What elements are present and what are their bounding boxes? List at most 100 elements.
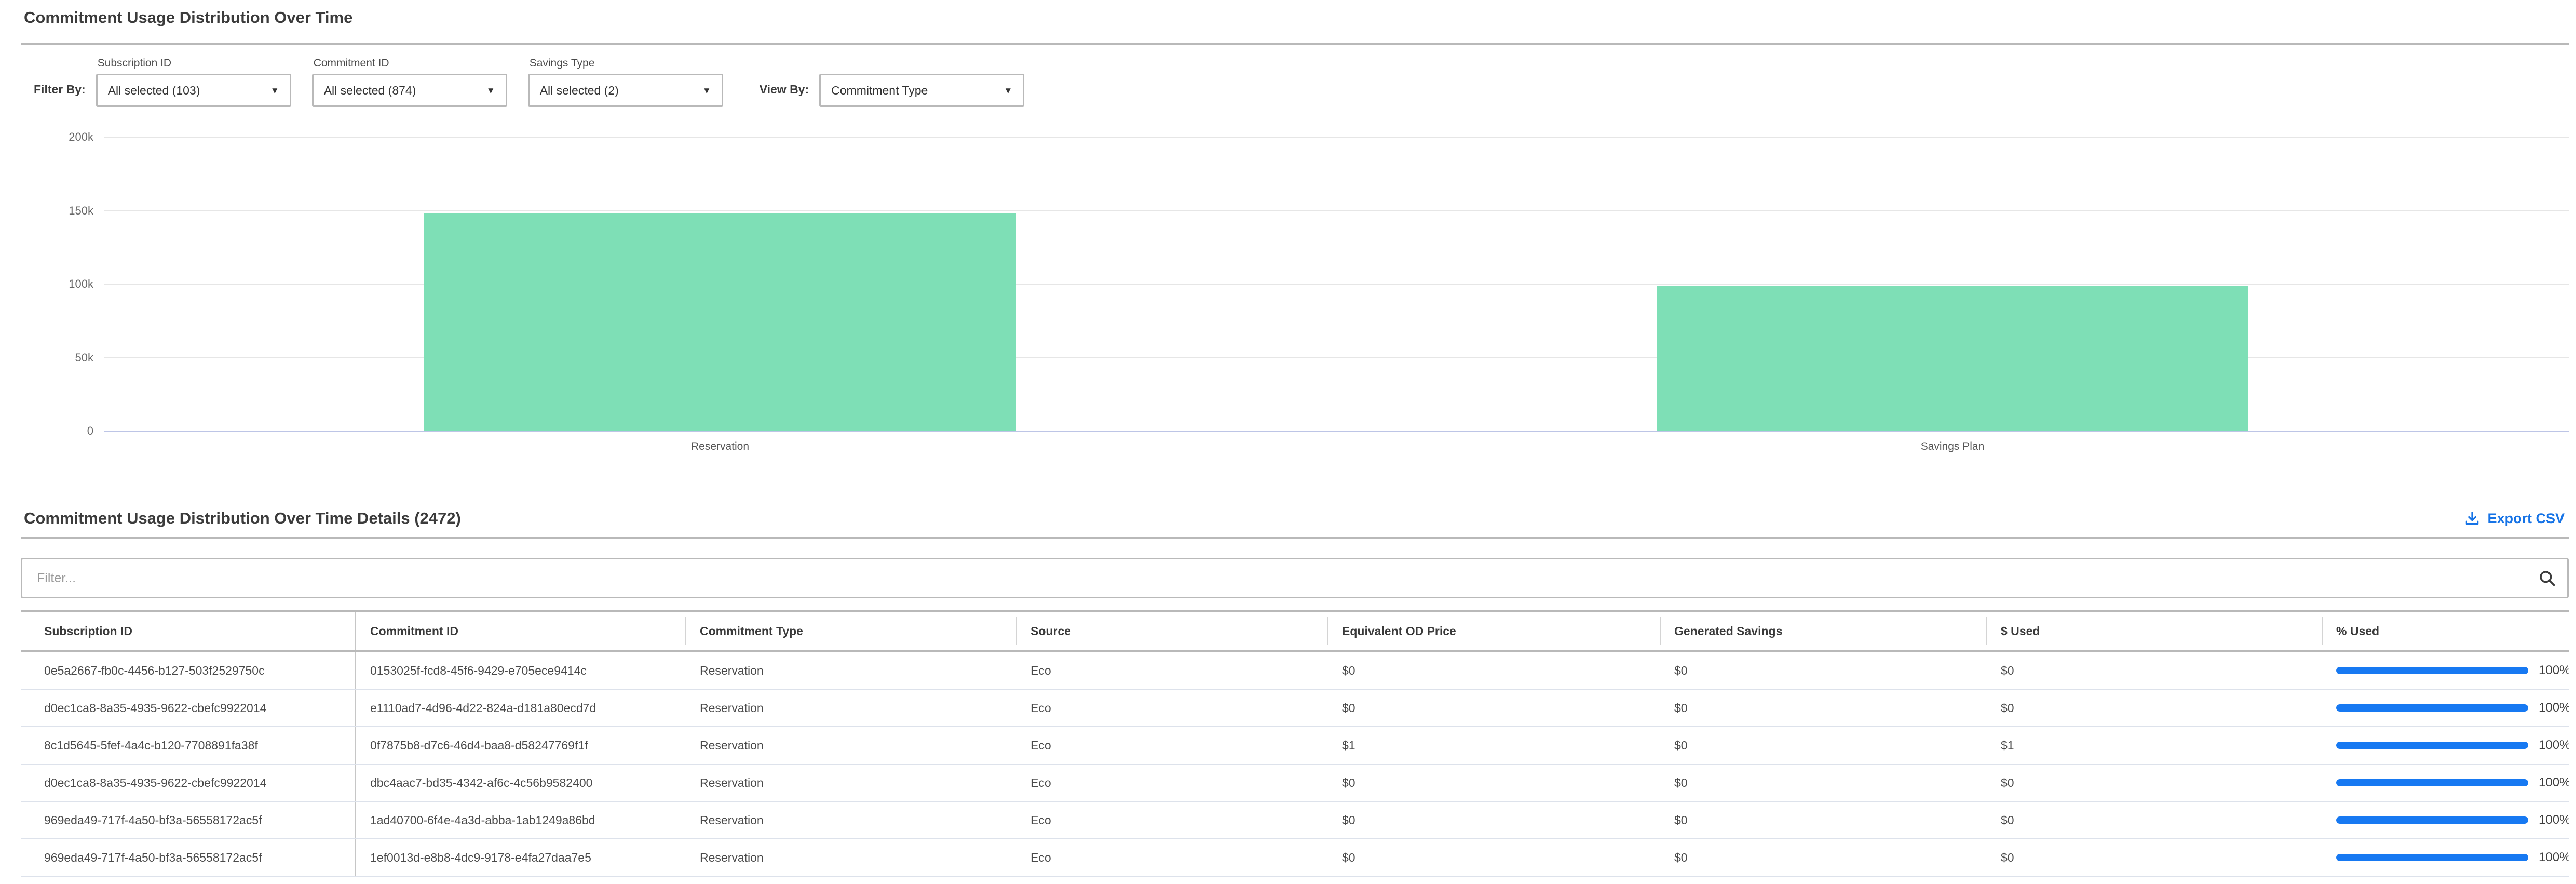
usage-progress-bar <box>2336 742 2528 749</box>
cell-percent-used: 100% <box>2322 690 2569 726</box>
cell-percent-used: 100% <box>2322 727 2569 764</box>
cell-equivalent-od-price: $0 <box>1342 701 1355 715</box>
section-divider <box>21 43 2569 45</box>
dashboard-page: Commitment Usage Distribution Over Time … <box>0 8 2576 877</box>
bar-savings-plan[interactable] <box>1657 286 2248 431</box>
filter-toolbar: Filter By: Subscription ID All selected … <box>21 57 2569 107</box>
column-header-source[interactable]: Source <box>1016 612 1327 650</box>
usage-progress-bar <box>2336 779 2528 786</box>
usage-percent-label: 100% <box>2539 738 2569 752</box>
details-table: Subscription ID Commitment ID Commitment T… <box>21 610 2569 877</box>
view-by-label: View By: <box>759 83 809 96</box>
cell-equivalent-od-price: $1 <box>1342 738 1355 752</box>
column-header-commitment-type[interactable]: Commitment Type <box>685 612 1016 650</box>
cell-equivalent-od-price: $0 <box>1342 663 1355 677</box>
cell-equivalent-od-price: $0 <box>1342 813 1355 827</box>
column-header-equivalent-od-price[interactable]: Equivalent OD Price <box>1327 612 1660 650</box>
table-filter <box>21 558 2569 598</box>
cell-commitment-id: 0f7875b8-d7c6-46d4-baa8-d58247769f1f <box>370 738 588 752</box>
cell-source: Eco <box>1031 813 1051 827</box>
search-icon[interactable] <box>2538 569 2556 587</box>
page-title: Commitment Usage Distribution Over Time <box>24 8 353 26</box>
usage-percent-label: 100% <box>2539 663 2569 677</box>
table-body: 0e5a2667-fb0c-4456-b127-503f2529750c 0153… <box>21 652 2569 877</box>
details-header: Commitment Usage Distribution Over Time … <box>21 509 2569 528</box>
details-title: Commitment Usage Distribution Over Time … <box>24 509 461 527</box>
cell-subscription-id: d0ec1ca8-8a35-4935-9622-cbefc9922014 <box>21 765 356 801</box>
cell-source: Eco <box>1031 701 1051 715</box>
y-axis-tick: 50k <box>75 351 93 364</box>
table-row[interactable]: 8c1d5645-5fef-4a4c-b120-7708891fa38f 0f78… <box>21 727 2569 765</box>
x-axis-category-reservation: Reservation <box>690 440 750 452</box>
cell-generated-savings: $0 <box>1674 738 1688 752</box>
cell-generated-savings: $0 <box>1674 663 1688 677</box>
bar-reservation[interactable] <box>424 213 1016 431</box>
cell-dollars-used: $0 <box>2001 701 2014 715</box>
cell-percent-used: 100% <box>2322 802 2569 838</box>
y-axis-tick: 0 <box>87 424 93 437</box>
column-header-subscription-id[interactable]: Subscription ID <box>21 612 356 650</box>
column-header-dollars-used[interactable]: $ Used <box>1986 612 2322 650</box>
savings-type-filter-label: Savings Type <box>529 57 595 69</box>
cell-dollars-used: $0 <box>2001 850 2014 864</box>
view-by-dropdown[interactable]: Commitment Type ▼ <box>819 74 1025 107</box>
subscription-id-dropdown-value: All selected (103) <box>107 83 200 97</box>
cell-generated-savings: $0 <box>1674 813 1688 827</box>
table-filter-input[interactable] <box>21 558 2569 598</box>
cell-source: Eco <box>1031 850 1051 864</box>
commitment-id-filter: Commitment ID All selected (874) ▼ <box>311 57 507 107</box>
cell-commitment-type: Reservation <box>700 738 764 752</box>
cell-dollars-used: $0 <box>2001 775 2014 789</box>
table-row[interactable]: 0e5a2667-fb0c-4456-b127-503f2529750c 0153… <box>21 652 2569 690</box>
usage-percent-label: 100% <box>2539 701 2569 715</box>
cell-source: Eco <box>1031 663 1051 677</box>
y-axis-tick: 100k <box>69 277 93 290</box>
commitment-id-dropdown-value: All selected (874) <box>323 83 416 97</box>
cell-commitment-type: Reservation <box>700 850 764 864</box>
view-by-filter: Commitment Type ▼ <box>819 74 1025 107</box>
table-row[interactable]: d0ec1ca8-8a35-4935-9622-cbefc9922014 e111… <box>21 690 2569 727</box>
cell-source: Eco <box>1031 738 1051 752</box>
y-axis-tick: 150k <box>69 204 93 217</box>
cell-commitment-type: Reservation <box>700 701 764 715</box>
usage-progress-fill <box>2336 854 2528 861</box>
table-row[interactable]: 969eda49-717f-4a50-bf3a-56558172ac5f 1ef0… <box>21 839 2569 877</box>
gridline <box>104 137 2569 138</box>
chevron-down-icon: ▼ <box>486 85 495 96</box>
cell-subscription-id: 0e5a2667-fb0c-4456-b127-503f2529750c <box>21 652 356 689</box>
export-csv-button[interactable]: Export CSV <box>2464 511 2565 527</box>
usage-progress-bar <box>2336 667 2528 674</box>
chevron-down-icon: ▼ <box>270 85 279 96</box>
gridline <box>104 284 2569 285</box>
commitment-id-dropdown[interactable]: All selected (874) ▼ <box>311 74 507 107</box>
cell-generated-savings: $0 <box>1674 775 1688 789</box>
view-by-dropdown-value: Commitment Type <box>831 83 928 97</box>
column-header-commitment-id[interactable]: Commitment ID <box>370 624 458 638</box>
cell-generated-savings: $0 <box>1674 850 1688 864</box>
usage-progress-bar <box>2336 854 2528 861</box>
x-axis-line <box>104 431 2569 432</box>
bar-chart: 0 50k 100k 150k 200k Reservation Savings Plan <box>21 130 2569 459</box>
usage-progress-fill <box>2336 779 2528 786</box>
cell-commitment-type: Reservation <box>700 775 764 789</box>
table-row[interactable]: d0ec1ca8-8a35-4935-9622-cbefc9922014 dbc4… <box>21 765 2569 802</box>
cell-commitment-type: Reservation <box>700 813 764 827</box>
savings-type-dropdown[interactable]: All selected (2) ▼ <box>527 74 723 107</box>
usage-progress-fill <box>2336 704 2528 712</box>
subscription-id-filter: Subscription ID All selected (103) ▼ <box>96 57 291 107</box>
subscription-id-dropdown[interactable]: All selected (103) ▼ <box>96 74 291 107</box>
usage-percent-label: 100% <box>2539 850 2569 864</box>
cell-equivalent-od-price: $0 <box>1342 850 1355 864</box>
section-divider <box>21 537 2569 539</box>
cell-dollars-used: $0 <box>2001 813 2014 827</box>
chevron-down-icon: ▼ <box>1004 85 1013 96</box>
y-axis-tick: 200k <box>69 130 93 143</box>
filter-by-label: Filter By: <box>34 83 86 96</box>
cell-commitment-id: 1ad40700-6f4e-4a3d-abba-1ab1249a86bd <box>370 813 595 827</box>
chevron-down-icon: ▼ <box>702 85 711 96</box>
table-row[interactable]: 969eda49-717f-4a50-bf3a-56558172ac5f 1ad4… <box>21 802 2569 839</box>
cell-subscription-id: 969eda49-717f-4a50-bf3a-56558172ac5f <box>21 839 356 876</box>
column-header-generated-savings[interactable]: Generated Savings <box>1660 612 1986 650</box>
column-header-percent-used[interactable]: % Used <box>2322 612 2569 650</box>
download-icon <box>2466 512 2479 525</box>
